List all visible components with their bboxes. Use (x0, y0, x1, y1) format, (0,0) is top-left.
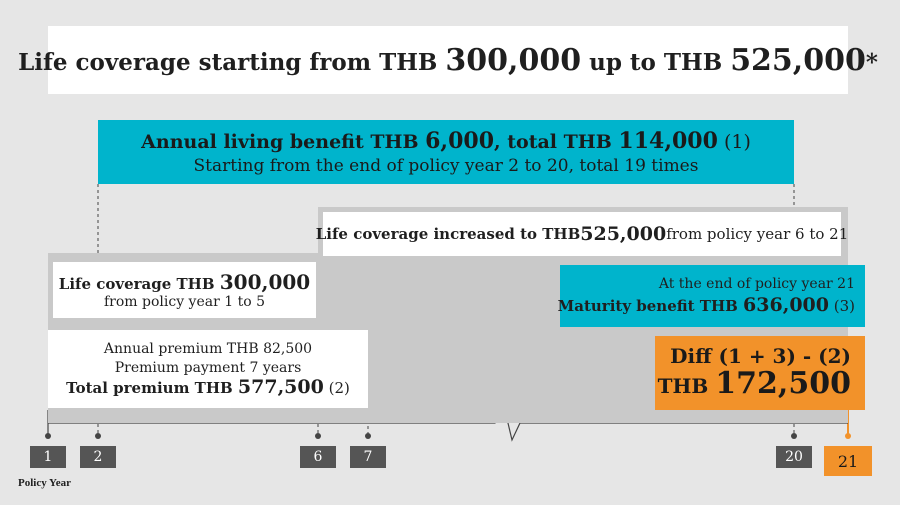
premium-total: Total premium THB 577,500 (2) (66, 376, 350, 398)
tick-dot-2 (95, 433, 101, 439)
tick-label-2: 2 (80, 446, 116, 468)
living-benefit-detail: Starting from the end of policy year 2 t… (193, 156, 699, 176)
tick-label-6: 6 (300, 446, 336, 468)
living-benefit-box: Annual living benefit THB 6,000, total T… (98, 120, 794, 184)
maturity-caption: At the end of policy year 21 (658, 276, 855, 292)
maturity-headline: Maturity benefit THB 636,000 (3) (557, 294, 855, 316)
tick-label-20: 20 (776, 446, 812, 468)
premium-box: Annual premium THB 82,500 Premium paymen… (48, 330, 368, 408)
premium-years: Premium payment 7 years (114, 360, 302, 376)
diff-value: THB 172,500 (657, 366, 851, 401)
page-title: Life coverage starting from THB 300,000 … (18, 42, 878, 78)
tick-label-21: 21 (824, 446, 872, 476)
title-box: Life coverage starting from THB 300,000 … (18, 26, 878, 94)
tick-dot-21 (845, 433, 851, 439)
tick-dot-6 (315, 433, 321, 439)
tick-dot-1 (45, 433, 51, 439)
tick-label-1: 1 (30, 446, 66, 468)
tick-label-7: 7 (350, 446, 386, 468)
coverage-increase-box: Life coverage increased to THB 525,000 f… (316, 212, 848, 256)
initial-coverage-headline: Life coverage THB 300,000 (58, 270, 311, 294)
tick-dot-20 (791, 433, 797, 439)
living-benefit-headline: Annual living benefit THB 6,000, total T… (141, 128, 751, 154)
diff-formula: Diff (1 + 3) - (2) (670, 344, 851, 368)
initial-coverage-box: Life coverage THB 300,000 from policy ye… (53, 262, 316, 318)
initial-coverage-detail: from policy year 1 to 5 (103, 294, 266, 310)
premium-annual: Annual premium THB 82,500 (103, 341, 313, 357)
diff-box: Diff (1 + 3) - (2) THB 172,500 (655, 336, 865, 410)
maturity-box: At the end of policy year 21 Maturity be… (557, 265, 865, 327)
tick-dot-7 (365, 433, 371, 439)
axis-title: Policy Year (18, 477, 72, 489)
